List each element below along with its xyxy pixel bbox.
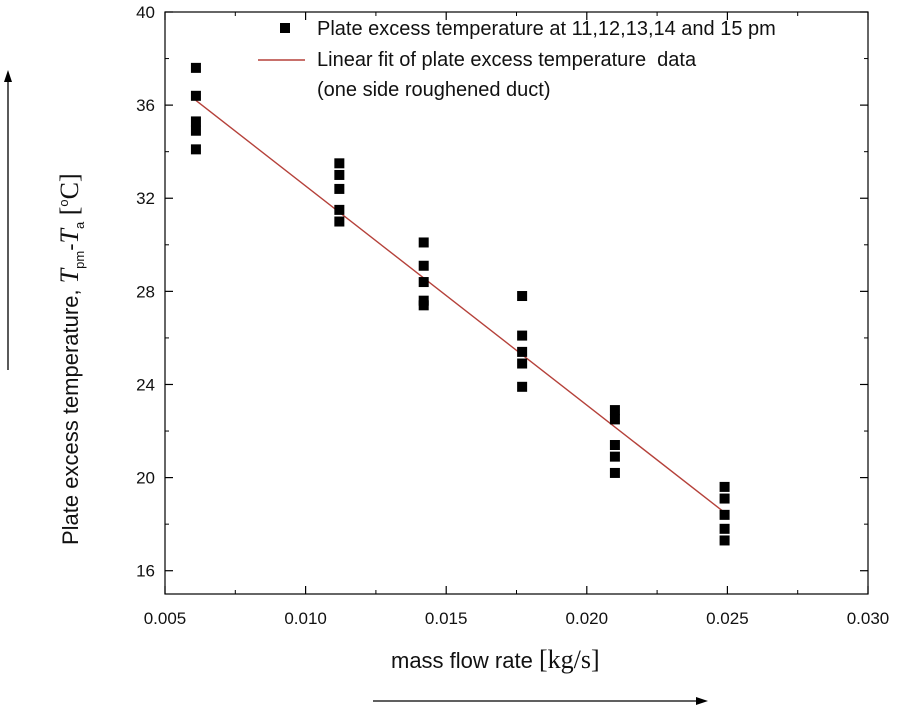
data-point	[719, 509, 730, 520]
data-point	[190, 90, 201, 101]
x-direction-arrow	[373, 697, 708, 705]
legend-label-scatter: Plate excess temperature at 11,12,13,14 …	[317, 18, 776, 40]
data-point	[190, 125, 201, 136]
y-axis-var-tpm: T	[55, 267, 84, 283]
y-axis-title-main: Plate excess temperature,	[58, 283, 83, 545]
y-tick-label: 28	[136, 282, 155, 301]
x-tick-label: 0.005	[144, 609, 187, 628]
y-tick-label: 40	[136, 3, 155, 22]
x-tick-label: 0.025	[706, 609, 749, 628]
data-point	[334, 169, 345, 180]
y-axis-title: Plate excess temperature, Tpm-Ta [oC]	[55, 173, 87, 545]
ticks-layer: 0.005 0.010 0.015 0.020 0.025 0.030 16 20 24 28 32…	[136, 3, 889, 628]
y-axis-unit-open: [	[55, 207, 84, 222]
data-point	[719, 535, 730, 546]
data-point	[190, 62, 201, 73]
y-axis-sub-a: a	[72, 221, 87, 229]
data-point	[609, 467, 620, 478]
y-tick-label: 16	[136, 562, 155, 581]
data-point	[418, 260, 429, 271]
y-direction-arrow	[4, 70, 12, 370]
y-tick-label: 32	[136, 189, 155, 208]
data-point	[190, 116, 201, 127]
data-points-layer	[190, 62, 730, 546]
data-point	[609, 414, 620, 425]
y-axis-dash: -	[58, 243, 83, 250]
legend-label-fit-line2: (one side roughened duct)	[317, 79, 551, 101]
x-tick-label: 0.020	[566, 609, 609, 628]
data-point	[517, 330, 528, 341]
x-tick-label: 0.015	[425, 609, 468, 628]
legend-label-fit: Linear fit of plate excess temperature d…	[317, 49, 697, 71]
x-axis-title: mass flow rate [kg/s]	[391, 645, 600, 674]
legend-marker-scatter	[280, 23, 290, 33]
data-point	[517, 381, 528, 392]
data-point	[418, 277, 429, 288]
y-axis-unit-sup: o	[56, 199, 71, 206]
data-point	[334, 216, 345, 227]
data-point	[609, 440, 620, 451]
y-tick-label: 24	[136, 375, 155, 394]
y-tick-label: 20	[136, 469, 155, 488]
y-axis-var-ta: T	[55, 227, 84, 243]
data-point	[719, 481, 730, 492]
data-point	[334, 204, 345, 215]
fit-line	[195, 99, 726, 514]
x-axis-title-main: mass flow rate	[391, 648, 539, 673]
data-point	[418, 300, 429, 311]
data-point	[190, 144, 201, 155]
y-axis-sub-pm: pm	[72, 251, 87, 269]
data-point	[334, 183, 345, 194]
data-point	[609, 405, 620, 416]
fit-line-layer	[195, 99, 726, 514]
data-point	[609, 451, 620, 462]
data-point	[517, 291, 528, 302]
y-tick-label: 36	[136, 96, 155, 115]
data-point	[517, 358, 528, 369]
data-point	[334, 158, 345, 169]
data-point	[517, 346, 528, 357]
legend: Plate excess temperature at 11,12,13,14 …	[258, 18, 776, 101]
data-point	[418, 237, 429, 248]
data-point	[719, 523, 730, 534]
y-axis-unit-main: C]	[55, 173, 84, 199]
data-point	[719, 493, 730, 504]
x-axis-title-unit: [kg/s]	[539, 645, 600, 674]
x-tick-label: 0.030	[847, 609, 890, 628]
x-tick-label: 0.010	[284, 609, 327, 628]
